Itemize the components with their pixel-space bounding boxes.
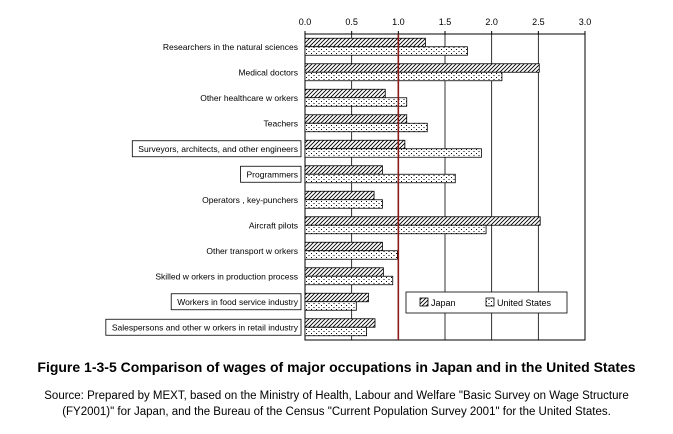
- category-label: Teachers: [264, 118, 299, 128]
- bar-japan: [304, 88, 386, 99]
- bar-japan: [304, 267, 384, 277]
- legend-swatch-japan: [419, 297, 429, 307]
- bar-united-states: [304, 326, 367, 337]
- bar-japan: [304, 292, 369, 303]
- bar-united-states: [304, 46, 468, 56]
- x-tick-label: 2.0: [485, 17, 498, 27]
- category-label: Surveyors, architects, and other enginee…: [138, 144, 298, 154]
- x-tick-label: 0.0: [299, 17, 312, 27]
- category-label: Programmers: [247, 169, 298, 179]
- bar-united-states: [304, 250, 398, 260]
- category-label-box: [131, 140, 302, 158]
- bar-united-states: [304, 173, 456, 184]
- bar-japan: [304, 190, 375, 201]
- bar-united-states: [304, 71, 503, 82]
- bar-united-states: [304, 122, 428, 133]
- category-label: Aircraft pilots: [249, 220, 298, 230]
- category-label-box: [240, 165, 302, 183]
- source-line-2: (FY2001)" for Japan, and the Bureau of t…: [62, 406, 611, 418]
- category-label: Workers in food service industry: [177, 297, 299, 307]
- category-label: Skilled w orkers in production process: [155, 271, 298, 281]
- category-label-box: [170, 293, 302, 311]
- legend-swatch-united-states: [485, 297, 495, 307]
- category-label: Medical doctors: [238, 67, 298, 77]
- bar-united-states: [304, 301, 357, 311]
- category-label: Salespersons and other w orkers in retai…: [112, 322, 299, 332]
- bar-japan: [304, 165, 383, 175]
- x-tick-label: 2.5: [532, 17, 545, 27]
- category-label: Other healthcare w orkers: [200, 93, 298, 103]
- category-label: Researchers in the natural sciences: [163, 42, 298, 52]
- bar-united-states: [304, 148, 482, 158]
- bar-japan: [304, 63, 540, 73]
- bar-japan: [304, 216, 541, 226]
- bar-japan: [304, 139, 406, 150]
- category-label: Operators , key-punchers: [202, 195, 298, 205]
- bar-japan: [304, 114, 408, 124]
- x-tick-label: 0.5: [345, 17, 358, 27]
- bar-united-states: [304, 224, 487, 235]
- legend-label-japan: Japan: [431, 298, 456, 308]
- category-label: Other transport w orkers: [206, 246, 298, 256]
- plot-area: 0.0 0.5 1.0 1.5 2.0 2.5 3.0 Researchers in the …: [105, 17, 592, 341]
- bar-japan: [304, 318, 376, 328]
- bar-united-states: [304, 275, 394, 286]
- bar-japan: [304, 241, 383, 252]
- figure-source: Source: Prepared by MEXT, based on the M…: [0, 388, 673, 420]
- source-line-1: Source: Prepared by MEXT, based on the M…: [44, 390, 629, 402]
- x-tick-label: 3.0: [579, 17, 592, 27]
- bar-united-states: [304, 199, 383, 209]
- x-tick-label: 1.0: [392, 17, 405, 27]
- bar-japan: [304, 37, 426, 48]
- legend-label-united-states: United States: [497, 298, 552, 308]
- category-label-box: [105, 318, 302, 336]
- bar-united-states: [304, 97, 408, 107]
- figure-title: Figure 1-3-5 Comparison of wages of majo…: [37, 359, 636, 375]
- x-tick-label: 1.5: [439, 17, 452, 27]
